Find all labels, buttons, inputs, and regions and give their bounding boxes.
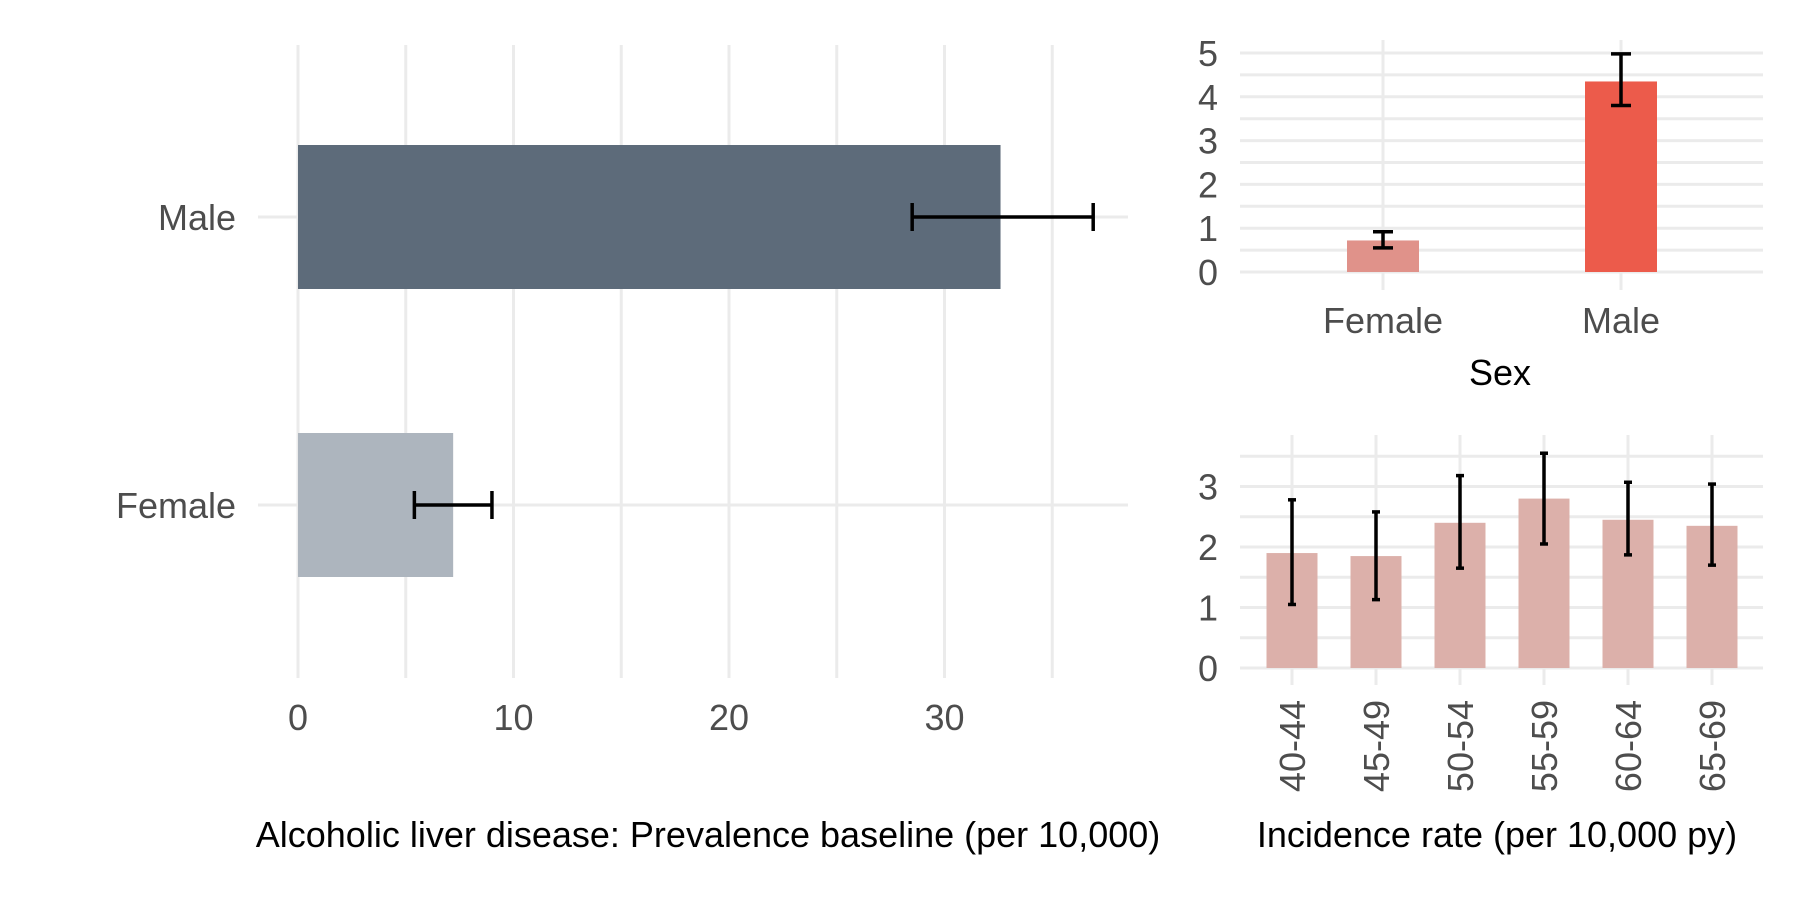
x-tick-label-age-60-64: 60-64 [1608, 700, 1649, 792]
x-tick-label-male: Male [1582, 300, 1660, 341]
x-tick-label-age-55-59: 55-59 [1524, 700, 1565, 792]
x-tick-label-age-40-44: 40-44 [1272, 700, 1313, 792]
x-tick-label: 0 [288, 697, 308, 738]
y-tick-label: 3 [1198, 467, 1218, 508]
y-tick-label: 2 [1198, 164, 1218, 205]
y-tick-label: 5 [1198, 33, 1218, 74]
x-tick-label-age-45-49: 45-49 [1356, 700, 1397, 792]
bar-male [298, 145, 1001, 289]
x-tick-label-age-65-69: 65-69 [1692, 700, 1733, 792]
incidence-by-age-panel: 40-44 45-49 50-54 55-59 60-64 65-69 0 1 2 3 [1198, 435, 1763, 792]
y-tick-label: 1 [1198, 208, 1218, 249]
y-tick-label-male: Male [158, 197, 236, 238]
x-tick-label-age-50-54: 50-54 [1440, 700, 1481, 792]
prevalence-x-axis-title: Alcoholic liver disease: Prevalence base… [256, 814, 1161, 855]
y-tick-label: 1 [1198, 588, 1218, 629]
y-tick-label: 0 [1198, 252, 1218, 293]
age-incidence-x-axis-title: Incidence rate (per 10,000 py) [1257, 814, 1737, 855]
x-tick-label-female: Female [1323, 300, 1443, 341]
x-tick-label: 20 [709, 697, 749, 738]
y-tick-label: 3 [1198, 121, 1218, 162]
x-tick-label: 30 [924, 697, 964, 738]
y-tick-label: 2 [1198, 527, 1218, 568]
prevalence-panel: Female Male 0 10 20 30 [116, 45, 1128, 738]
sex-x-axis-title: Sex [1469, 352, 1531, 393]
y-tick-label-female: Female [116, 485, 236, 526]
x-tick-label: 10 [493, 697, 533, 738]
y-tick-label: 0 [1198, 648, 1218, 689]
bar-male [1585, 81, 1657, 272]
y-tick-label: 4 [1198, 77, 1218, 118]
